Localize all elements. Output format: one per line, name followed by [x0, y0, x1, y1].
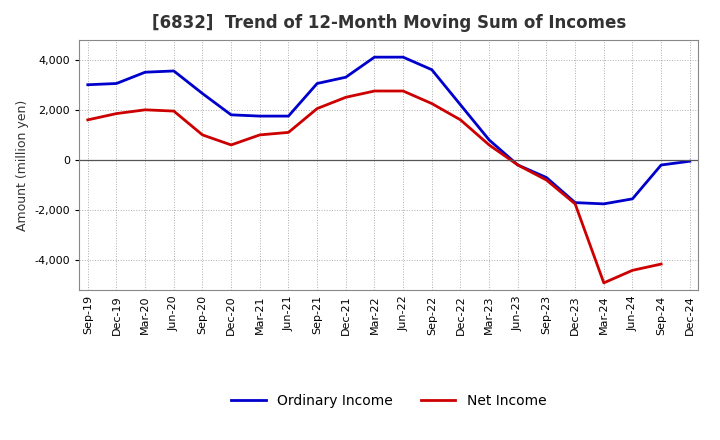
Net Income — [485, 142, 493, 147]
Ordinary Income — [256, 114, 264, 119]
Net Income — [312, 106, 321, 111]
Ordinary Income — [312, 81, 321, 86]
Ordinary Income — [513, 162, 522, 168]
Net Income — [341, 95, 350, 100]
Ordinary Income — [628, 196, 636, 202]
Ordinary Income — [685, 158, 694, 164]
Net Income — [198, 132, 207, 138]
Ordinary Income — [84, 82, 92, 88]
Ordinary Income — [370, 55, 379, 60]
Ordinary Income — [227, 112, 235, 117]
Net Income — [112, 111, 121, 116]
Line: Ordinary Income: Ordinary Income — [88, 57, 690, 204]
Ordinary Income — [169, 68, 178, 73]
Net Income — [399, 88, 408, 94]
Net Income — [513, 162, 522, 168]
Net Income — [141, 107, 150, 113]
Title: [6832]  Trend of 12-Month Moving Sum of Incomes: [6832] Trend of 12-Month Moving Sum of I… — [152, 15, 626, 33]
Net Income — [600, 280, 608, 286]
Ordinary Income — [399, 55, 408, 60]
Ordinary Income — [485, 137, 493, 143]
Ordinary Income — [428, 67, 436, 72]
Ordinary Income — [542, 175, 551, 180]
Line: Net Income: Net Income — [88, 91, 661, 283]
Legend: Ordinary Income, Net Income: Ordinary Income, Net Income — [226, 389, 552, 414]
Ordinary Income — [112, 81, 121, 86]
Ordinary Income — [198, 91, 207, 96]
Ordinary Income — [571, 200, 580, 205]
Ordinary Income — [657, 162, 665, 168]
Net Income — [571, 201, 580, 206]
Net Income — [657, 261, 665, 267]
Net Income — [169, 108, 178, 114]
Net Income — [456, 117, 465, 122]
Net Income — [284, 130, 293, 135]
Ordinary Income — [141, 70, 150, 75]
Net Income — [542, 177, 551, 183]
Net Income — [227, 142, 235, 147]
Y-axis label: Amount (million yen): Amount (million yen) — [16, 99, 29, 231]
Ordinary Income — [600, 201, 608, 206]
Net Income — [84, 117, 92, 122]
Net Income — [370, 88, 379, 94]
Net Income — [628, 268, 636, 273]
Ordinary Income — [456, 102, 465, 107]
Ordinary Income — [341, 74, 350, 80]
Net Income — [256, 132, 264, 138]
Ordinary Income — [284, 114, 293, 119]
Net Income — [428, 101, 436, 106]
